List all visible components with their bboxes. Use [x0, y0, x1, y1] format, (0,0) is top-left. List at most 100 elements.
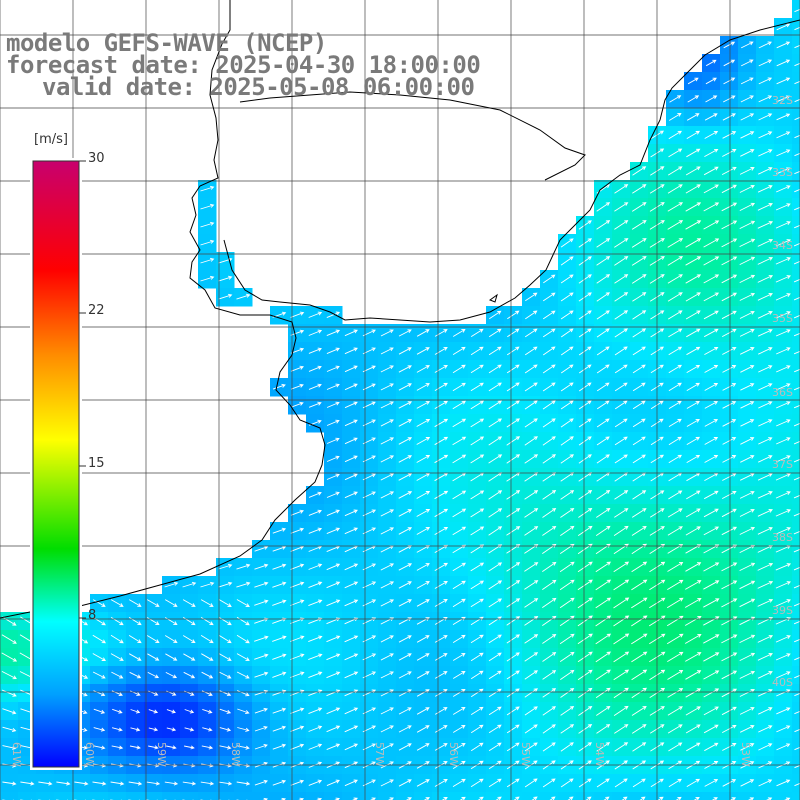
speed-cell — [792, 234, 800, 253]
speed-cell — [594, 792, 613, 800]
wind-arrow — [578, 687, 593, 698]
wind-arrow — [632, 400, 646, 410]
wind-arrow — [524, 706, 538, 716]
wind-arrow — [524, 346, 538, 356]
wind-arrow — [506, 562, 521, 572]
speed-cell — [792, 558, 800, 577]
wind-arrow — [705, 59, 717, 67]
wind-arrow — [236, 581, 251, 588]
wind-arrow — [326, 383, 340, 390]
wind-arrow — [147, 653, 160, 661]
wind-arrow — [596, 436, 610, 446]
wind-arrow — [219, 727, 232, 732]
wind-arrow — [776, 419, 791, 427]
wind-arrow — [559, 651, 575, 662]
wind-arrow — [524, 580, 539, 590]
wind-arrow — [489, 310, 502, 320]
lat-label: 38S — [772, 531, 793, 544]
wind-arrow — [344, 329, 358, 337]
speed-cell — [792, 630, 800, 649]
wind-arrow — [614, 346, 628, 356]
wind-arrow — [757, 562, 774, 571]
wind-arrow — [254, 743, 268, 750]
wind-arrow — [524, 364, 538, 374]
wind-arrow — [686, 148, 701, 158]
wind-arrow — [740, 59, 754, 67]
wind-arrow — [632, 742, 647, 752]
wind-arrow — [344, 725, 359, 733]
wind-arrow — [290, 743, 305, 750]
wind-arrow — [92, 671, 106, 679]
wind-arrow — [416, 635, 430, 643]
wind-arrow — [703, 652, 720, 662]
speed-cell — [792, 54, 800, 73]
wind-arrow — [506, 508, 521, 518]
wind-arrow — [272, 635, 287, 642]
wind-arrow — [703, 238, 720, 248]
speed-cell — [792, 144, 800, 163]
wind-arrow — [685, 562, 702, 572]
wind-arrow — [758, 167, 773, 175]
wind-arrow — [183, 653, 196, 661]
wind-arrow — [703, 328, 719, 338]
wind-arrow — [794, 116, 800, 121]
wind-arrow — [757, 274, 774, 283]
wind-arrow — [2, 781, 17, 786]
wind-arrow — [669, 95, 682, 103]
wind-arrow — [398, 779, 412, 787]
lat-label: 32S — [772, 94, 793, 107]
wind-arrow — [488, 400, 502, 410]
wind-arrow — [470, 400, 484, 410]
wind-arrow — [675, 796, 682, 800]
wind-arrow — [739, 598, 756, 608]
wind-arrow — [721, 526, 738, 536]
wind-arrow — [776, 401, 791, 409]
wind-arrow — [452, 778, 466, 787]
wind-arrow — [560, 310, 574, 320]
wind-arrow — [93, 690, 106, 697]
wind-arrow — [416, 707, 430, 715]
wind-arrow — [506, 634, 520, 644]
wind-arrow — [739, 688, 755, 697]
wind-arrow — [110, 634, 124, 644]
wind-arrow — [757, 473, 773, 481]
wind-arrow — [74, 781, 89, 786]
wind-arrow — [632, 184, 647, 194]
wind-arrow — [722, 472, 737, 481]
wind-arrow — [326, 653, 341, 661]
wind-arrow — [705, 77, 717, 85]
wind-arrow — [416, 779, 430, 787]
wind-arrow — [183, 671, 196, 679]
wind-arrow — [794, 98, 800, 103]
wind-arrow — [703, 166, 719, 176]
wind-arrow — [290, 635, 305, 642]
wind-arrow — [776, 671, 791, 679]
wind-arrow — [237, 708, 250, 714]
wind-arrow — [201, 745, 214, 750]
wind-arrow — [578, 256, 592, 266]
wind-arrow — [352, 797, 358, 800]
wind-arrow — [668, 346, 683, 356]
lon-label: 59W — [155, 742, 168, 767]
speed-cell — [540, 792, 559, 800]
wind-arrow — [560, 382, 574, 392]
wind-arrow — [757, 544, 774, 553]
wind-arrow — [560, 364, 574, 374]
wind-arrow — [686, 328, 701, 338]
wind-arrow — [524, 436, 538, 446]
wind-arrow — [567, 796, 574, 800]
wind-arrow — [254, 689, 269, 696]
wind-arrow — [237, 690, 250, 697]
wind-arrow — [577, 615, 593, 627]
wind-arrow — [596, 490, 611, 500]
wind-arrow — [380, 671, 394, 679]
wind-arrow — [596, 742, 611, 752]
wind-arrow — [703, 256, 720, 266]
wind-arrow — [614, 256, 629, 266]
wind-arrow — [452, 490, 467, 500]
speed-cell — [774, 792, 793, 800]
wind-arrow — [129, 745, 141, 750]
wind-arrow — [776, 59, 791, 67]
speed-cell — [792, 540, 800, 559]
wind-arrow — [308, 365, 322, 372]
